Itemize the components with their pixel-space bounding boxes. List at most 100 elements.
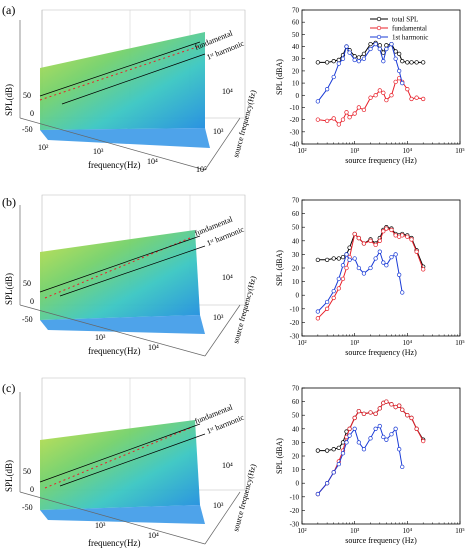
data-point bbox=[331, 295, 336, 301]
data-point bbox=[389, 227, 394, 233]
y-tick-label: 20 bbox=[292, 265, 300, 273]
data-point bbox=[381, 260, 386, 265]
x-tick: 10⁵ bbox=[196, 165, 207, 174]
x-axis-label: source frequency (Hz) bbox=[345, 348, 417, 357]
y-tick: 10³ bbox=[213, 127, 224, 136]
data-point bbox=[340, 276, 346, 282]
series-line bbox=[317, 401, 424, 452]
data-point bbox=[336, 61, 341, 66]
data-point bbox=[393, 426, 398, 431]
data-point bbox=[389, 402, 394, 407]
data-point bbox=[377, 423, 382, 429]
line-charts: -40 -30 -20 -10 0 10 20 30 40 50 60 70 10² 10³ 10⁴ 10⁵ s… bbox=[275, 7, 465, 546]
line-chart-c: -30 -20 -10 0 10 20 30 40 50 60 70 10² 10³ 10⁴ 10⁵ sour… bbox=[275, 385, 465, 546]
data-point bbox=[389, 432, 394, 437]
data-point bbox=[377, 46, 382, 52]
legend-marker bbox=[376, 16, 382, 22]
data-point bbox=[331, 256, 336, 261]
data-point bbox=[315, 117, 321, 122]
y-axis-label: SPL (dBA) bbox=[275, 250, 284, 286]
data-point bbox=[384, 399, 389, 404]
panel-label: (a) bbox=[2, 3, 15, 17]
waterfall-plot-b: (b) SPL(dB) 50 0 -50 10³ 10⁴ frequency(H… bbox=[2, 194, 258, 357]
y-axis-label: source frequency(Hz) bbox=[231, 463, 258, 533]
series-total-spl bbox=[315, 399, 426, 453]
data-point bbox=[373, 93, 378, 98]
data-point bbox=[331, 288, 336, 294]
data-point bbox=[336, 445, 341, 450]
data-point bbox=[384, 97, 389, 103]
z-tick: -50 bbox=[22, 125, 33, 134]
data-point bbox=[361, 411, 367, 416]
panel-label: (b) bbox=[2, 195, 16, 209]
y-axis-label: SPL (dBA) bbox=[275, 59, 284, 95]
data-point bbox=[315, 99, 321, 104]
data-point bbox=[405, 234, 410, 239]
data-point bbox=[344, 265, 349, 271]
data-point bbox=[405, 60, 410, 65]
data-point bbox=[368, 410, 373, 415]
data-point bbox=[373, 256, 378, 261]
y-tick-label: 20 bbox=[292, 67, 300, 75]
z-tick: 0 bbox=[30, 485, 34, 494]
data-point bbox=[347, 257, 352, 262]
x-tick-label: 10⁵ bbox=[455, 339, 465, 347]
y-tick-label: -10 bbox=[290, 493, 300, 501]
data-point bbox=[400, 407, 405, 412]
data-point bbox=[414, 426, 419, 431]
data-point bbox=[409, 237, 414, 242]
y-tick-label: -40 bbox=[290, 141, 300, 149]
y-tick-label: 40 bbox=[292, 43, 300, 51]
data-point bbox=[324, 299, 330, 305]
data-point bbox=[315, 257, 321, 262]
y-tick-label: 10 bbox=[292, 278, 300, 286]
data-point bbox=[324, 60, 330, 65]
data-point bbox=[344, 44, 349, 49]
legend-marker bbox=[376, 34, 382, 40]
y-tick-label: -20 bbox=[290, 116, 300, 124]
legend-marker bbox=[376, 25, 382, 31]
y-tick-label: 0 bbox=[296, 480, 300, 488]
data-point bbox=[377, 88, 382, 93]
data-point bbox=[344, 110, 349, 115]
data-point bbox=[352, 57, 357, 63]
fundamental-ridge bbox=[39, 45, 201, 101]
x-tick-label: 10³ bbox=[350, 339, 359, 347]
plot-frame bbox=[301, 9, 461, 145]
data-point bbox=[381, 434, 386, 440]
y-tick: 10³ bbox=[213, 501, 224, 510]
y-tick-label: -20 bbox=[290, 507, 300, 515]
series-total-spl bbox=[315, 40, 426, 65]
data-point bbox=[340, 117, 346, 122]
y-tick-label: 60 bbox=[292, 210, 300, 218]
data-point bbox=[331, 59, 336, 64]
y-tick-label: 50 bbox=[292, 31, 300, 39]
y-axis-label: source frequency(Hz) bbox=[231, 89, 258, 159]
data-point bbox=[368, 95, 373, 100]
spectrum-surface bbox=[40, 32, 205, 130]
data-point bbox=[361, 271, 367, 276]
data-point bbox=[361, 447, 367, 452]
data-point bbox=[340, 254, 346, 260]
data-point bbox=[381, 59, 386, 64]
data-point bbox=[409, 415, 414, 421]
x-tick: 10² bbox=[38, 143, 49, 152]
data-point bbox=[400, 80, 405, 86]
data-point bbox=[361, 241, 367, 246]
y-tick-label: 70 bbox=[292, 385, 300, 393]
data-point bbox=[356, 408, 361, 414]
data-point bbox=[377, 406, 382, 411]
data-point bbox=[397, 403, 402, 408]
data-point bbox=[340, 451, 346, 456]
data-point bbox=[393, 404, 398, 410]
data-point bbox=[421, 60, 426, 65]
data-point bbox=[368, 46, 373, 52]
data-point bbox=[347, 433, 352, 438]
data-point bbox=[400, 290, 405, 295]
x-tick-label: 10⁴ bbox=[403, 527, 413, 535]
series-fundamental bbox=[315, 226, 426, 321]
data-point bbox=[315, 316, 321, 321]
y-tick-label: -10 bbox=[290, 104, 300, 112]
data-point bbox=[414, 249, 419, 254]
data-point bbox=[336, 57, 341, 63]
